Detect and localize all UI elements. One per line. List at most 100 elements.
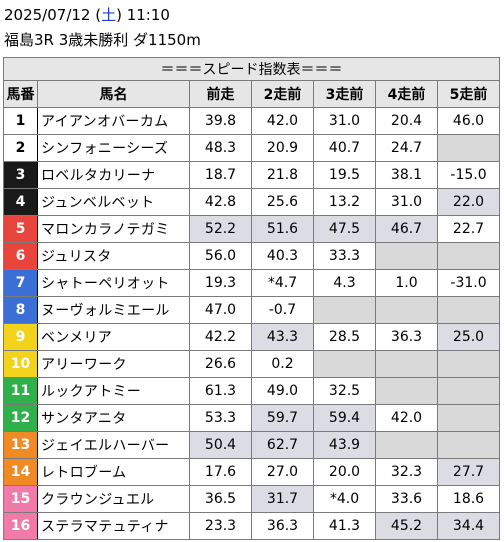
- table-row: 14 レトロブーム 17.6 27.0 20.0 32.3 27.7: [3, 458, 501, 486]
- speed-index-cell: 22.7: [436, 215, 501, 243]
- speed-index-cell: 33.3: [313, 242, 376, 270]
- speed-index-cell: 36.3: [251, 512, 314, 540]
- speed-index-cell: -0.7: [251, 296, 314, 324]
- speed-index-cell: 31.0: [313, 107, 376, 135]
- speed-index-cell: 52.2: [189, 215, 252, 243]
- speed-index-cell: [436, 242, 501, 270]
- table-row: 1 アイアンオバーカム 39.8 42.0 31.0 20.4 46.0: [3, 107, 501, 135]
- speed-index-cell: 46.0: [436, 107, 501, 135]
- table-row: 4 ジュンベルベット 42.8 25.6 13.2 31.0 22.0: [3, 188, 501, 216]
- speed-index-cell: 53.3: [189, 404, 252, 432]
- horse-number: 13: [3, 431, 38, 459]
- horse-name: アリーワーク: [37, 350, 190, 378]
- table-row: 9 ベンメリア 42.2 43.3 28.5 36.3 25.0: [3, 323, 501, 351]
- horse-name: シャトーペリオット: [37, 269, 190, 297]
- horse-number: 12: [3, 404, 38, 432]
- speed-index-cell: 40.3: [251, 242, 314, 270]
- weekday: 土: [101, 6, 117, 24]
- column-header: 馬番: [3, 80, 38, 108]
- table-row: 10 アリーワーク 26.6 0.2: [3, 350, 501, 378]
- speed-index-cell: 59.4: [313, 404, 376, 432]
- horse-name: ステラマテュティナ: [37, 512, 190, 540]
- speed-index-cell: 24.7: [375, 134, 438, 162]
- horse-number: 2: [3, 134, 38, 162]
- speed-index-table: ＝＝＝スピード指数表＝＝＝ 馬番 馬名 前走 2走前 3走前 4走前 5走前 1…: [2, 57, 501, 540]
- table-row: 2 シンフォニーシーズ 48.3 20.9 40.7 24.7: [3, 134, 501, 162]
- speed-index-cell: 32.3: [375, 458, 438, 486]
- speed-index-cell: 41.3: [313, 512, 376, 540]
- speed-index-cell: 40.7: [313, 134, 376, 162]
- speed-index-cell: [375, 242, 438, 270]
- speed-index-cell: 25.6: [251, 188, 314, 216]
- column-header-row: 馬番 馬名 前走 2走前 3走前 4走前 5走前: [3, 80, 501, 108]
- speed-index-cell: [436, 431, 501, 459]
- table-row: 3 ロベルタカリーナ 18.7 21.8 19.5 38.1 -15.0: [3, 161, 501, 189]
- speed-index-cell: 31.7: [251, 485, 314, 513]
- horse-name: クラウンジュエル: [37, 485, 190, 513]
- column-header: 3走前: [313, 80, 376, 108]
- speed-index-cell: 39.8: [189, 107, 252, 135]
- horse-number: 3: [3, 161, 38, 189]
- speed-index-cell: [375, 350, 438, 378]
- horse-name: アイアンオバーカム: [37, 107, 190, 135]
- speed-index-cell: 0.2: [251, 350, 314, 378]
- horse-number: 14: [3, 458, 38, 486]
- table-row: 8 ヌーヴォルミエール 47.0 -0.7: [3, 296, 501, 324]
- speed-index-cell: [375, 296, 438, 324]
- horse-number: 1: [3, 107, 38, 135]
- speed-index-cell: 42.0: [375, 404, 438, 432]
- speed-index-cell: 22.0: [436, 188, 501, 216]
- speed-index-cell: 1.0: [375, 269, 438, 297]
- horse-number: 5: [3, 215, 38, 243]
- speed-index-cell: 42.8: [189, 188, 252, 216]
- speed-index-cell: 34.4: [436, 512, 501, 540]
- speed-index-cell: 19.5: [313, 161, 376, 189]
- speed-index-cell: 27.7: [436, 458, 501, 486]
- speed-index-cell: 38.1: [375, 161, 438, 189]
- speed-index-cell: *4.0: [313, 485, 376, 513]
- horse-number: 6: [3, 242, 38, 270]
- horse-number: 7: [3, 269, 38, 297]
- speed-index-cell: 27.0: [251, 458, 314, 486]
- horse-name: シンフォニーシーズ: [37, 134, 190, 162]
- horse-number: 8: [3, 296, 38, 324]
- column-header: 前走: [189, 80, 252, 108]
- horse-name: ロベルタカリーナ: [37, 161, 190, 189]
- table-row: 6 ジュリスタ 56.0 40.3 33.3: [3, 242, 501, 270]
- speed-index-cell: [436, 296, 501, 324]
- speed-index-cell: 62.7: [251, 431, 314, 459]
- speed-index-cell: -31.0: [436, 269, 501, 297]
- horse-number: 16: [3, 512, 38, 540]
- table-row: 12 サンタアニタ 53.3 59.7 59.4 42.0: [3, 404, 501, 432]
- speed-index-cell: -15.0: [436, 161, 501, 189]
- horse-number: 4: [3, 188, 38, 216]
- speed-index-cell: 32.5: [313, 377, 376, 405]
- speed-index-cell: 18.6: [436, 485, 501, 513]
- race-info: 福島3R 3歳未勝利 ダ1150m: [4, 31, 201, 49]
- speed-index-cell: 59.7: [251, 404, 314, 432]
- speed-index-cell: 42.2: [189, 323, 252, 351]
- horse-name: ジュンベルベット: [37, 188, 190, 216]
- speed-index-cell: 48.3: [189, 134, 252, 162]
- table-title: ＝＝＝スピード指数表＝＝＝: [2, 57, 501, 81]
- horse-number: 15: [3, 485, 38, 513]
- speed-index-cell: [375, 377, 438, 405]
- speed-index-cell: 25.0: [436, 323, 501, 351]
- horse-name: レトロブーム: [37, 458, 190, 486]
- horse-number: 10: [3, 350, 38, 378]
- date-prefix: 2025/07/12 (: [4, 6, 102, 24]
- speed-index-cell: [436, 350, 501, 378]
- horse-name: ジェイエルハーバー: [37, 431, 190, 459]
- date-suffix: ) 11:10: [116, 6, 170, 24]
- speed-index-cell: [436, 377, 501, 405]
- horse-number: 9: [3, 323, 38, 351]
- horse-name: マロンカラノテガミ: [37, 215, 190, 243]
- speed-index-cell: [313, 350, 376, 378]
- horse-name: サンタアニタ: [37, 404, 190, 432]
- speed-index-cell: 26.6: [189, 350, 252, 378]
- speed-index-cell: 13.2: [313, 188, 376, 216]
- speed-index-cell: 47.0: [189, 296, 252, 324]
- speed-index-cell: [436, 134, 501, 162]
- table-row: 16 ステラマテュティナ 23.3 36.3 41.3 45.2 34.4: [3, 512, 501, 540]
- speed-index-cell: 18.7: [189, 161, 252, 189]
